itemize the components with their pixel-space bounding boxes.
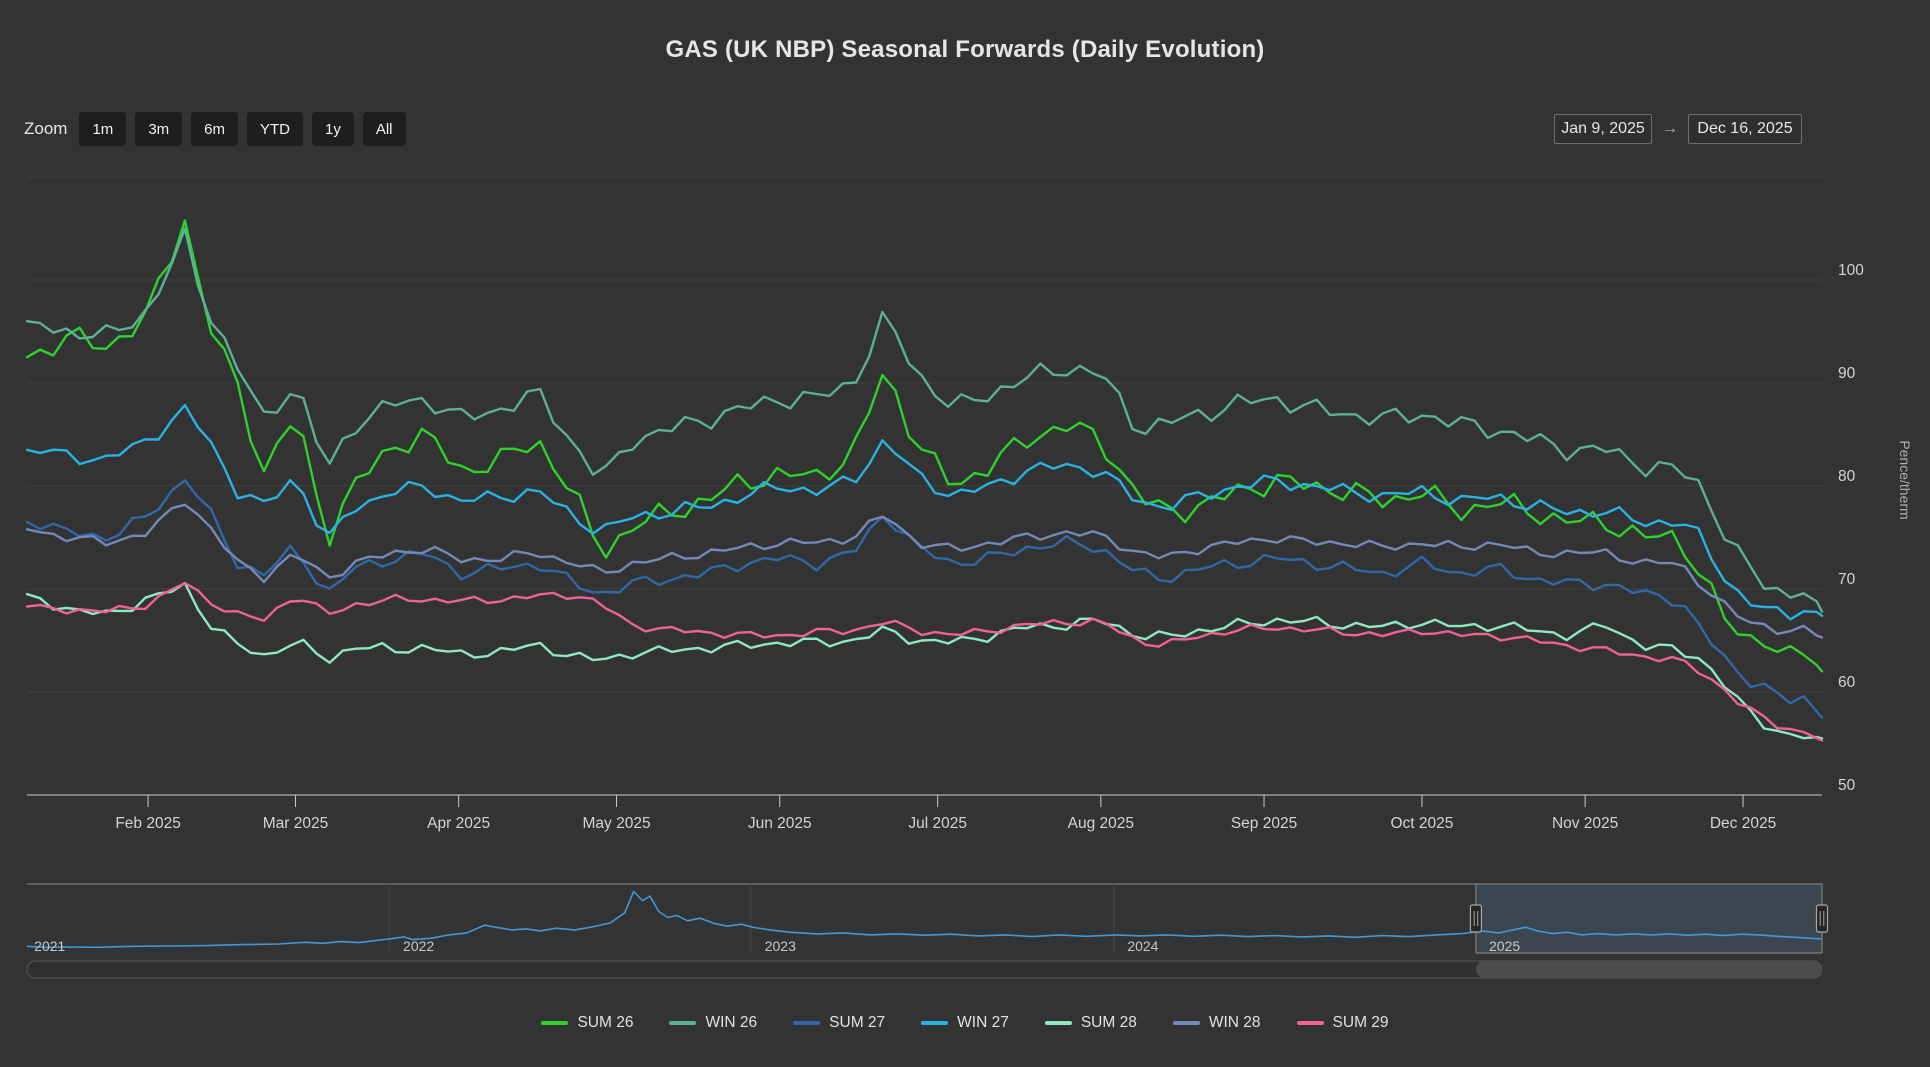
date-to-input[interactable] bbox=[1688, 114, 1802, 144]
x-axis-label-jul-2025: Jul 2025 bbox=[908, 815, 967, 832]
zoom-button-ytd[interactable]: YTD bbox=[247, 112, 303, 146]
legend-item-win-27[interactable]: WIN 27 bbox=[921, 1014, 1009, 1032]
x-axis-label-feb-2025: Feb 2025 bbox=[115, 815, 181, 832]
x-axis-label-sep-2025: Sep 2025 bbox=[1231, 815, 1297, 832]
series-line-sum-28 bbox=[25, 581, 1824, 740]
legend-label: WIN 28 bbox=[1208, 1014, 1261, 1031]
series-line-win-28 bbox=[25, 503, 1824, 639]
chart-title: GAS (UK NBP) Seasonal Forwards (Daily Ev… bbox=[665, 36, 1265, 63]
legend-item-sum-27[interactable]: SUM 27 bbox=[793, 1014, 885, 1032]
legend-label: WIN 26 bbox=[705, 1014, 758, 1031]
legend-item-win-26[interactable]: WIN 26 bbox=[669, 1014, 757, 1032]
legend-label: SUM 26 bbox=[577, 1014, 634, 1031]
series-line-win-27 bbox=[25, 403, 1824, 621]
x-axis-label-apr-2025: Apr 2025 bbox=[427, 815, 490, 832]
x-axis-label-jun-2025: Jun 2025 bbox=[748, 815, 812, 832]
legend-marker-icon bbox=[921, 1021, 949, 1025]
legend-label: WIN 27 bbox=[957, 1014, 1009, 1031]
navigator-handle-right[interactable] bbox=[1815, 904, 1829, 933]
y-axis-label-100: 100 bbox=[1838, 262, 1864, 279]
zoom-button-1y[interactable]: 1y bbox=[312, 112, 354, 146]
date-from-input[interactable] bbox=[1554, 114, 1652, 144]
series-line-win-26 bbox=[25, 227, 1824, 613]
y-axis-label-70: 70 bbox=[1838, 571, 1856, 588]
x-axis-label-may-2025: May 2025 bbox=[583, 815, 651, 832]
series-line-sum-26 bbox=[25, 219, 1824, 673]
navigator-handle-right-grip[interactable] bbox=[1815, 904, 1829, 933]
legend-item-win-28[interactable]: WIN 28 bbox=[1172, 1014, 1261, 1032]
navigator-year-label-2024: 2024 bbox=[1127, 938, 1158, 954]
zoom-button-all[interactable]: All bbox=[362, 112, 406, 146]
y-axis-label-60: 60 bbox=[1838, 674, 1856, 691]
legend-item-sum-26[interactable]: SUM 26 bbox=[541, 1014, 633, 1032]
legend-marker-icon bbox=[669, 1021, 697, 1025]
legend-marker-icon bbox=[541, 1021, 569, 1025]
legend-label: SUM 28 bbox=[1080, 1014, 1137, 1031]
navigator-handle-left[interactable] bbox=[1469, 904, 1483, 933]
legend-marker-icon bbox=[793, 1021, 821, 1025]
legend-label: SUM 27 bbox=[829, 1014, 886, 1031]
legend-marker-icon bbox=[1044, 1021, 1072, 1025]
range-arrow-icon: → bbox=[1662, 120, 1678, 137]
y-axis-label-50: 50 bbox=[1838, 777, 1856, 794]
x-axis-label-dec-2025: Dec 2025 bbox=[1710, 815, 1776, 832]
navigator-selected-range[interactable] bbox=[1475, 883, 1823, 954]
series-line-sum-29 bbox=[25, 582, 1824, 742]
y-axis-label-90: 90 bbox=[1838, 365, 1856, 382]
y-axis-title: Pence/therm bbox=[1897, 440, 1913, 519]
y-axis-label-80: 80 bbox=[1838, 468, 1856, 485]
x-axis-label-nov-2025: Nov 2025 bbox=[1552, 815, 1618, 832]
navigator-series-line bbox=[26, 890, 1823, 949]
navigator-year-label-2022: 2022 bbox=[403, 938, 434, 954]
legend-item-sum-28[interactable]: SUM 28 bbox=[1044, 1014, 1137, 1032]
legend-label: SUM 29 bbox=[1332, 1014, 1389, 1031]
legend-item-sum-29[interactable]: SUM 29 bbox=[1296, 1014, 1389, 1032]
date-range: → bbox=[1554, 114, 1802, 144]
zoom-label: Zoom bbox=[24, 119, 68, 138]
x-axis-label-oct-2025: Oct 2025 bbox=[1390, 815, 1453, 832]
navigator-year-label-2025: 2025 bbox=[1489, 938, 1520, 954]
legend-marker-icon bbox=[1296, 1021, 1324, 1025]
zoom-button-3m[interactable]: 3m bbox=[135, 112, 183, 146]
x-axis-label-mar-2025: Mar 2025 bbox=[263, 815, 328, 832]
zoom-button-6m[interactable]: 6m bbox=[191, 112, 238, 146]
series-line-sum-27 bbox=[25, 479, 1824, 719]
scrollbar-thumb[interactable] bbox=[1475, 961, 1822, 978]
legend: SUM 26 WIN 26 SUM 27 WIN 27 SUM 28 WIN 28 SUM … bbox=[0, 1008, 1930, 1038]
navigator-year-label-2021: 2021 bbox=[34, 938, 65, 954]
plot-area[interactable] bbox=[27, 140, 1822, 795]
zoom-button-1m[interactable]: 1m bbox=[79, 112, 127, 146]
range-selector: Zoom 1m 3m 6m YTD 1y All bbox=[24, 112, 406, 146]
x-axis-label-aug-2025: Aug 2025 bbox=[1068, 815, 1134, 832]
legend-marker-icon bbox=[1172, 1021, 1200, 1025]
navigator-year-label-2023: 2023 bbox=[765, 938, 796, 954]
navigator-handle-left-grip[interactable] bbox=[1469, 904, 1483, 933]
